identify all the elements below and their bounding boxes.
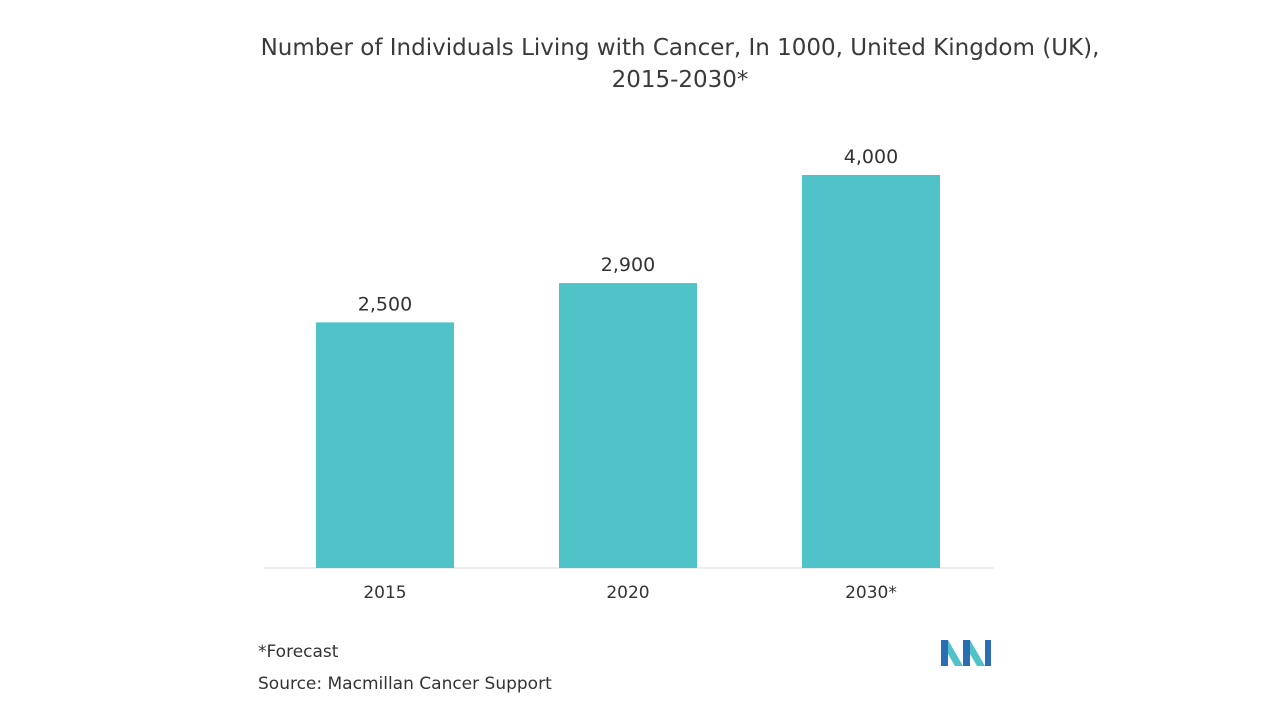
data-label-1: 2,900	[601, 254, 655, 276]
bars-group: 2,500 2015 2,900 2020 4,000 2030*	[316, 146, 940, 603]
x-tick-label-0: 2015	[363, 583, 406, 603]
chart-title: Number of Individuals Living with Cancer…	[260, 35, 1100, 93]
bar-2	[802, 175, 940, 568]
bar-1	[559, 283, 697, 568]
data-label-0: 2,500	[358, 293, 412, 315]
bar-0	[316, 322, 454, 568]
forecast-footnote: *Forecast	[258, 642, 339, 662]
source-note: Source: Macmillan Cancer Support	[258, 674, 552, 694]
x-tick-label-1: 2020	[606, 583, 649, 603]
data-label-2: 4,000	[844, 146, 898, 168]
x-tick-label-2: 2030*	[845, 583, 897, 603]
mordor-intelligence-logo-icon	[941, 640, 991, 666]
